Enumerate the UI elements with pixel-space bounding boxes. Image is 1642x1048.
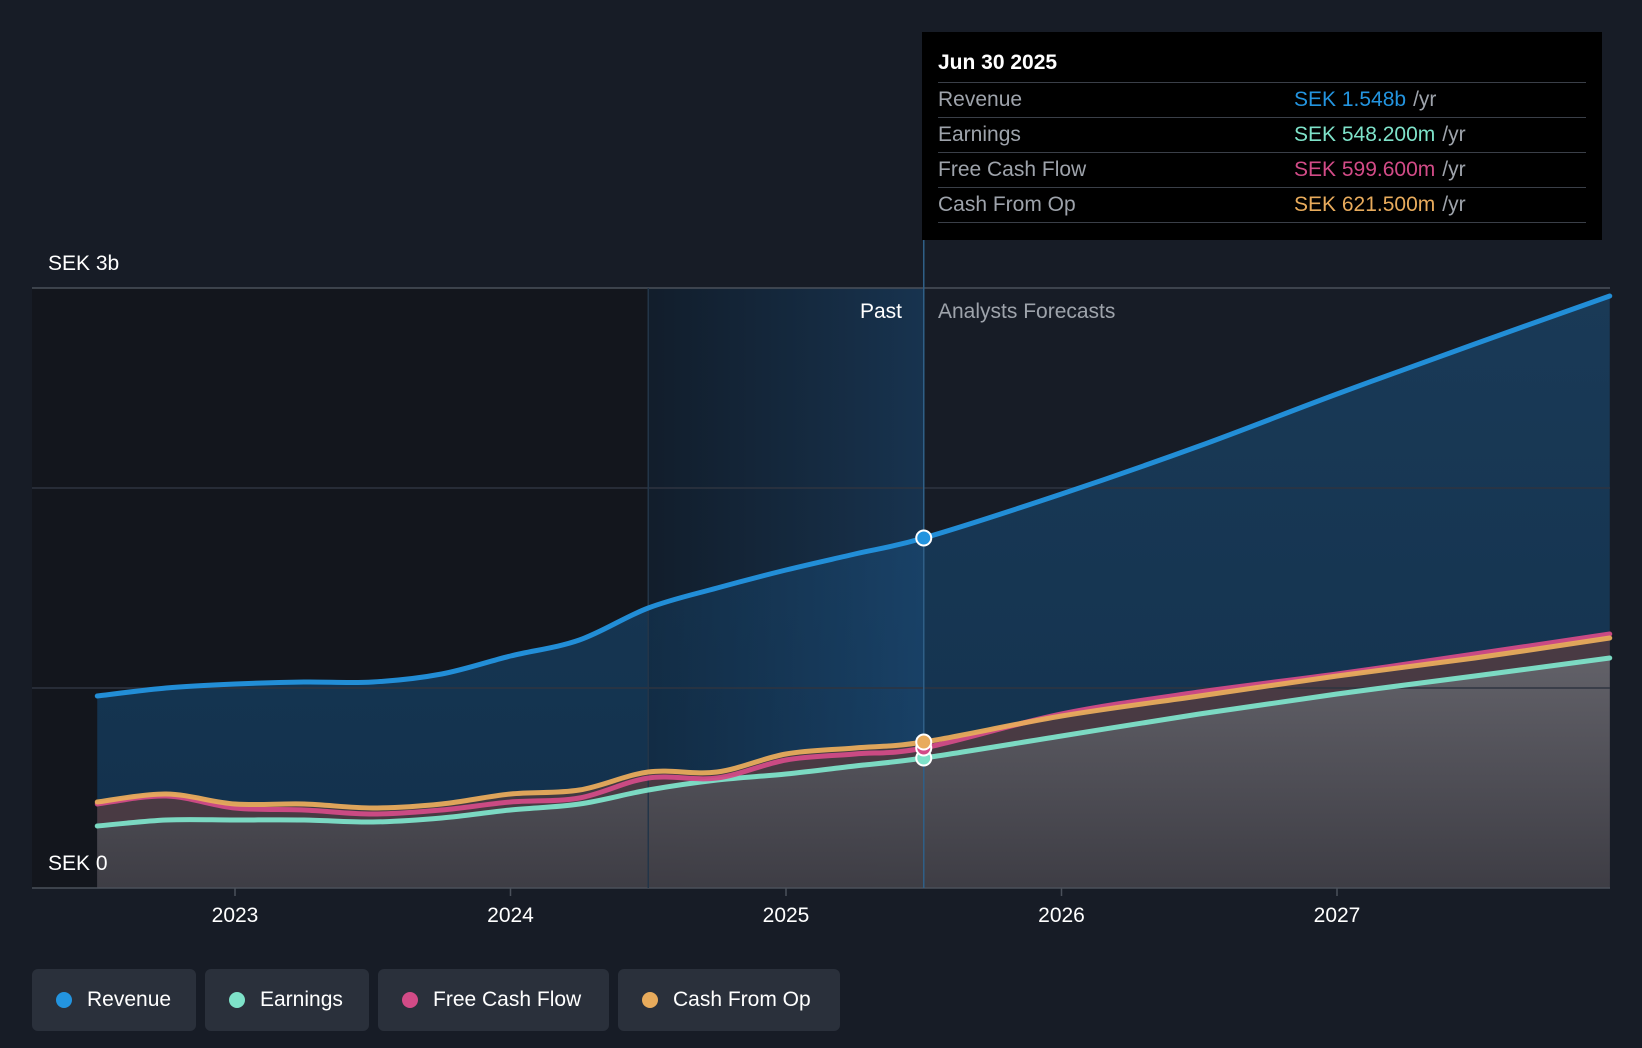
cash-from-op-line (94, 635, 1613, 811)
cash-from-op-marker (915, 733, 933, 751)
legend-dot-icon (402, 992, 418, 1008)
tooltip-label: Free Cash Flow (938, 158, 1087, 181)
tooltip-unit: /yr (1413, 88, 1437, 111)
x-tick-label: 2026 (1038, 904, 1085, 927)
revenue-line (94, 293, 1613, 699)
legend-label: Revenue (87, 988, 172, 1011)
legend-label: Earnings (260, 988, 343, 1011)
legend-label: Cash From Op (673, 988, 811, 1011)
tooltip-label: Revenue (938, 88, 1023, 111)
x-tick-label: 2025 (763, 904, 810, 927)
tooltip-label: Earnings (938, 123, 1021, 146)
legend-dot-icon (642, 992, 658, 1008)
tooltip-row-earnings: Earnings SEK 548.200m /yr (938, 118, 1586, 153)
legend-label: Free Cash Flow (433, 988, 582, 1011)
tooltip-value: SEK 548.200m (1294, 123, 1436, 146)
legend-item-free-cash-flow[interactable]: Free Cash Flow (378, 969, 609, 1031)
legend-item-earnings[interactable]: Earnings (205, 969, 369, 1031)
legend-dot-icon (56, 992, 72, 1008)
tooltip-unit: /yr (1442, 158, 1466, 181)
legend-item-cash-from-op[interactable]: Cash From Op (618, 969, 840, 1031)
earnings-area (97, 658, 1610, 888)
tooltip-row-free-cash-flow: Free Cash Flow SEK 599.600m /yr (938, 153, 1586, 188)
tooltip-value: SEK 621.500m (1294, 193, 1436, 216)
revenue-marker (915, 529, 933, 547)
tooltip: Jun 30 2025 Revenue SEK 1.548b /yr Earni… (922, 32, 1602, 240)
forecast-label: Analysts Forecasts (938, 300, 1116, 323)
legend-dot-icon (229, 992, 245, 1008)
tooltip-row-cash-from-op: Cash From Op SEK 621.500m /yr (938, 188, 1586, 223)
past-label: Past (860, 300, 903, 323)
tooltip-label: Cash From Op (938, 193, 1076, 216)
x-tick-label: 2027 (1314, 904, 1361, 927)
tooltip-value: SEK 599.600m (1294, 158, 1436, 181)
y-axis-label-top: SEK 3b (48, 252, 120, 275)
legend-item-revenue[interactable]: Revenue (32, 969, 196, 1031)
tooltip-unit: /yr (1442, 123, 1466, 146)
tooltip-row-revenue: Revenue SEK 1.548b /yr (938, 83, 1586, 118)
x-tick-label: 2023 (212, 904, 259, 927)
x-tick-label: 2024 (487, 904, 534, 927)
tooltip-value: SEK 1.548b (1294, 88, 1407, 111)
y-axis-label-bottom: SEK 0 (48, 852, 108, 875)
legend: Revenue Earnings Free Cash Flow Cash Fro… (32, 969, 840, 1031)
free-cash-flow-line (94, 631, 1613, 817)
tooltip-unit: /yr (1442, 193, 1466, 216)
tooltip-date: Jun 30 2025 (938, 48, 1586, 83)
